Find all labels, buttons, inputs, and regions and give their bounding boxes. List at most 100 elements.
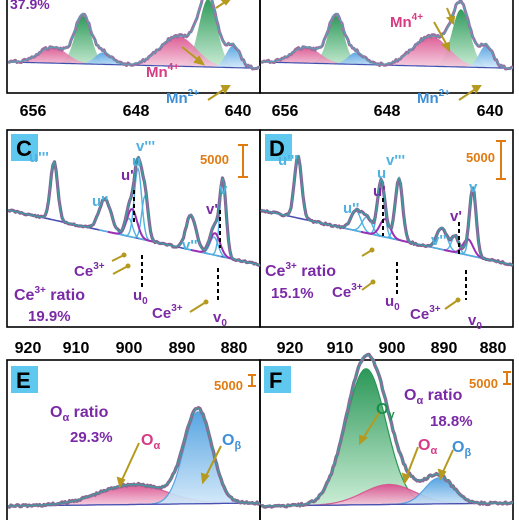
peak-label: u'	[121, 167, 134, 184]
F-ratio-title: Oα ratio	[404, 387, 463, 407]
tick-label: 920	[15, 340, 42, 357]
F-o-beta-label: Oβ	[452, 439, 471, 459]
peak-label: u	[377, 165, 386, 182]
C-ratio-title: Ce3+ ratio	[14, 285, 85, 304]
ce3-label: Ce3+	[332, 282, 363, 301]
panel-F	[260, 352, 514, 509]
ce3-component-0	[107, 208, 157, 244]
panel-E	[7, 406, 261, 509]
x-ticks-ce: 920 910 900 890 880 920 910 900 890 880	[15, 340, 507, 357]
peak-label: v''	[431, 232, 446, 249]
ce3-component-0	[360, 218, 410, 244]
panel-letter-D: D	[269, 136, 285, 161]
frame-D	[259, 129, 514, 328]
mn4-label-left: Mn4+	[146, 62, 179, 81]
F-o-alpha-label: Oα	[418, 437, 437, 457]
tick-label: 910	[327, 340, 354, 357]
peak-label: v'	[206, 201, 218, 218]
peak-label: v''	[182, 237, 197, 254]
panel-letter-C: C	[16, 136, 32, 161]
o-arrows	[116, 412, 454, 489]
panel-frames	[6, 0, 514, 520]
x-ticks-top: 656 648 640 656 648 640	[20, 103, 504, 120]
scale-bar-label: 5000	[200, 152, 229, 167]
tick-label: 890	[431, 340, 458, 357]
mn-green-peak-1	[261, 15, 513, 69]
panel-D	[259, 154, 514, 300]
panel-letter-F: F	[269, 368, 282, 393]
panel-letters: C D E F	[11, 134, 292, 393]
scale-bar-label: 5000	[469, 376, 498, 391]
mn-green-peak-1	[8, 15, 260, 69]
frame-F	[259, 359, 514, 520]
peak-label: v	[469, 179, 478, 196]
E-ratio-title: Oα ratio	[50, 404, 109, 424]
peak-label: u	[132, 153, 141, 170]
scale-bars: 5000 5000 5000 5000	[200, 140, 511, 393]
ce3-label: Ce3+	[74, 261, 105, 280]
tick-label: 656	[20, 103, 47, 120]
peak-label: u''	[343, 200, 359, 217]
panel-letter-E: E	[16, 368, 31, 393]
tick-label: 910	[63, 340, 90, 357]
top-arrows	[181, 0, 482, 101]
ce-peak-labels: u'''u''u'uv'''v''v'vu'''u''u'uv'''v''v'v…	[14, 138, 482, 332]
ce3-label: Ce3+	[410, 304, 441, 323]
ce3-label: Ce3+	[152, 303, 183, 322]
mn4-peak-2p3	[261, 36, 513, 69]
tick-label: 640	[477, 103, 504, 120]
peak-label: v'''	[136, 138, 155, 155]
o-fit-envelope	[261, 354, 513, 507]
tick-label: 640	[225, 103, 252, 120]
peak-label: v'''	[386, 152, 405, 169]
scale-bar-label: 5000	[214, 378, 243, 393]
frame-top-right	[259, 0, 514, 94]
mn-fit-envelope	[261, 0, 514, 69]
u0-label: u0	[133, 287, 148, 307]
u0-label: u0	[385, 293, 400, 313]
ce-fit-envelope	[7, 155, 261, 266]
E-o-alpha-label: Oα	[141, 432, 160, 452]
ce-arrowhead	[121, 252, 127, 258]
peak-label: u'''	[29, 149, 49, 166]
v0-label: v0	[213, 309, 227, 329]
mn2-label-left: Mn2+	[166, 88, 199, 107]
F-ratio-value: 18.8%	[430, 413, 473, 430]
ce-arrowhead	[203, 299, 209, 305]
C-ratio-value: 19.9%	[28, 308, 71, 325]
tick-label: 880	[221, 340, 248, 357]
peak-label: u'	[373, 183, 386, 200]
tick-label: 648	[123, 103, 150, 120]
tick-label: 920	[277, 340, 304, 357]
D-ratio-title: Ce3+ ratio	[265, 261, 336, 280]
tick-label: 880	[480, 340, 507, 357]
tick-label: 900	[116, 340, 143, 357]
top-labels: 37.9% Mn4+ Mn2+ Mn4+ Mn2+	[10, 0, 450, 107]
tick-label: 900	[379, 340, 406, 357]
peak-label: u'''	[278, 152, 298, 169]
panel-C	[7, 155, 261, 300]
peak-label: u''	[92, 193, 108, 210]
peak-label: v	[219, 181, 228, 198]
tick-label: 656	[272, 103, 299, 120]
ce-arrowhead	[455, 297, 461, 303]
ce-arrow	[189, 301, 207, 313]
scale-bar-label: 5000	[466, 150, 495, 165]
ce-arrow	[444, 299, 459, 310]
top-left-ratio: 37.9%	[10, 0, 50, 12]
peak-label: v'	[450, 208, 462, 225]
tick-label: 648	[374, 103, 401, 120]
D-ratio-value: 15.1%	[271, 285, 314, 302]
ce-fit-envelope	[260, 154, 514, 266]
mn-fit-envelope	[8, 0, 261, 69]
ce-arrowhead	[369, 247, 375, 253]
mn2-label-right: Mn2+	[417, 88, 450, 107]
E-o-beta-label: Oβ	[222, 432, 241, 452]
v0-label: v0	[468, 312, 482, 332]
o-labels: Oα ratio 29.3% Oα Oβ Oα ratio 18.8% Oγ O…	[50, 387, 473, 459]
E-ratio-value: 29.3%	[70, 429, 113, 446]
tick-label: 890	[169, 340, 196, 357]
ce-arrowhead	[370, 279, 376, 285]
ce-arrow	[112, 265, 129, 275]
